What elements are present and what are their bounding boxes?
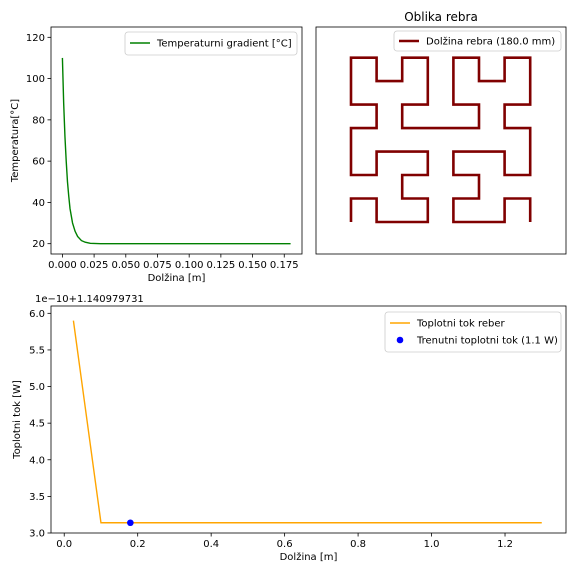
y-tick-label: 80 <box>32 115 45 126</box>
x-tick-label: 0.6 <box>277 539 293 550</box>
chart-title: Oblika rebra <box>404 10 478 24</box>
x-tick-label: 0.050 <box>111 260 140 271</box>
series-line-0 <box>61 57 291 245</box>
legend-entry: Trenutni toplotni tok (1.1 W) <box>416 336 558 347</box>
x-axis-label: Dolžina [m] <box>280 551 338 563</box>
x-tick-label: 1.0 <box>424 539 440 550</box>
x-tick-label: 1.2 <box>497 539 513 550</box>
legend: Temperaturni gradient [°C] <box>124 31 298 56</box>
plot-frame <box>315 26 567 255</box>
y-tick-label: 6.0 <box>29 309 45 320</box>
plot-frame <box>50 26 303 255</box>
legend: Toplotni tok reber Trenutni toplotni tok … <box>384 311 562 353</box>
y-axis-label: Temperatura[°C] <box>10 99 21 183</box>
axis-offset-text: 1e−10+1.140979731 <box>35 294 144 305</box>
data-point <box>127 519 134 527</box>
chart-panel-2: 0.0 0.2 0.4 0.6 0.8 1.0 1.2 3.0 3.5 4.0 4.5 5.0 5.5 6… <box>12 294 567 563</box>
x-tick-label: 0.025 <box>80 260 109 271</box>
x-tick-label: 0.075 <box>143 260 172 271</box>
y-tick-label: 60 <box>32 157 45 168</box>
y-tick-label: 5.5 <box>29 345 45 356</box>
legend-box <box>124 31 298 56</box>
legend-entry: Temperaturni gradient [°C] <box>156 39 292 50</box>
y-tick-label: 120 <box>26 33 45 44</box>
y-axis-label: Toplotni tok [W] <box>12 380 23 460</box>
legend: Dolžina rebra (180.0 mm) <box>393 30 562 52</box>
y-tick-label: 3.0 <box>29 529 45 540</box>
legend-entry: Toplotni tok reber <box>416 319 506 330</box>
x-tick-label: 0.175 <box>270 260 299 271</box>
y-tick-label: 4.5 <box>29 419 45 430</box>
legend-box <box>384 311 562 353</box>
x-tick-label: 0.0 <box>56 539 72 550</box>
y-tick-label: 5.0 <box>29 382 45 393</box>
x-tick-label: 0.4 <box>203 539 219 550</box>
legend-marker <box>396 336 404 344</box>
series-line-0 <box>72 320 542 524</box>
x-axis-label: Dolžina [m] <box>148 272 206 284</box>
chart-panel-1: Oblika rebra Dolžina rebra (180.0 mm) <box>315 10 567 255</box>
x-tick-label: 0.000 <box>48 260 77 271</box>
y-tick-label: 20 <box>32 239 45 250</box>
y-tick-label: 100 <box>26 74 45 85</box>
legend-entry: Dolžina rebra (180.0 mm) <box>426 36 555 48</box>
x-tick-label: 0.125 <box>207 260 236 271</box>
y-tick-label: 40 <box>32 198 45 209</box>
legend-box <box>393 30 562 52</box>
plot-frame <box>50 305 567 534</box>
x-tick-label: 0.150 <box>238 260 267 271</box>
x-tick-label: 0.8 <box>350 539 366 550</box>
y-tick-label: 4.0 <box>29 455 45 466</box>
x-tick-label: 0.2 <box>130 539 146 550</box>
fin-shape-path <box>349 56 532 224</box>
y-tick-label: 3.5 <box>29 492 45 503</box>
chart-panel-0: 0.000 0.025 0.050 0.075 0.100 0.125 0.150 0.175… <box>10 26 303 284</box>
x-tick-label: 0.100 <box>175 260 204 271</box>
